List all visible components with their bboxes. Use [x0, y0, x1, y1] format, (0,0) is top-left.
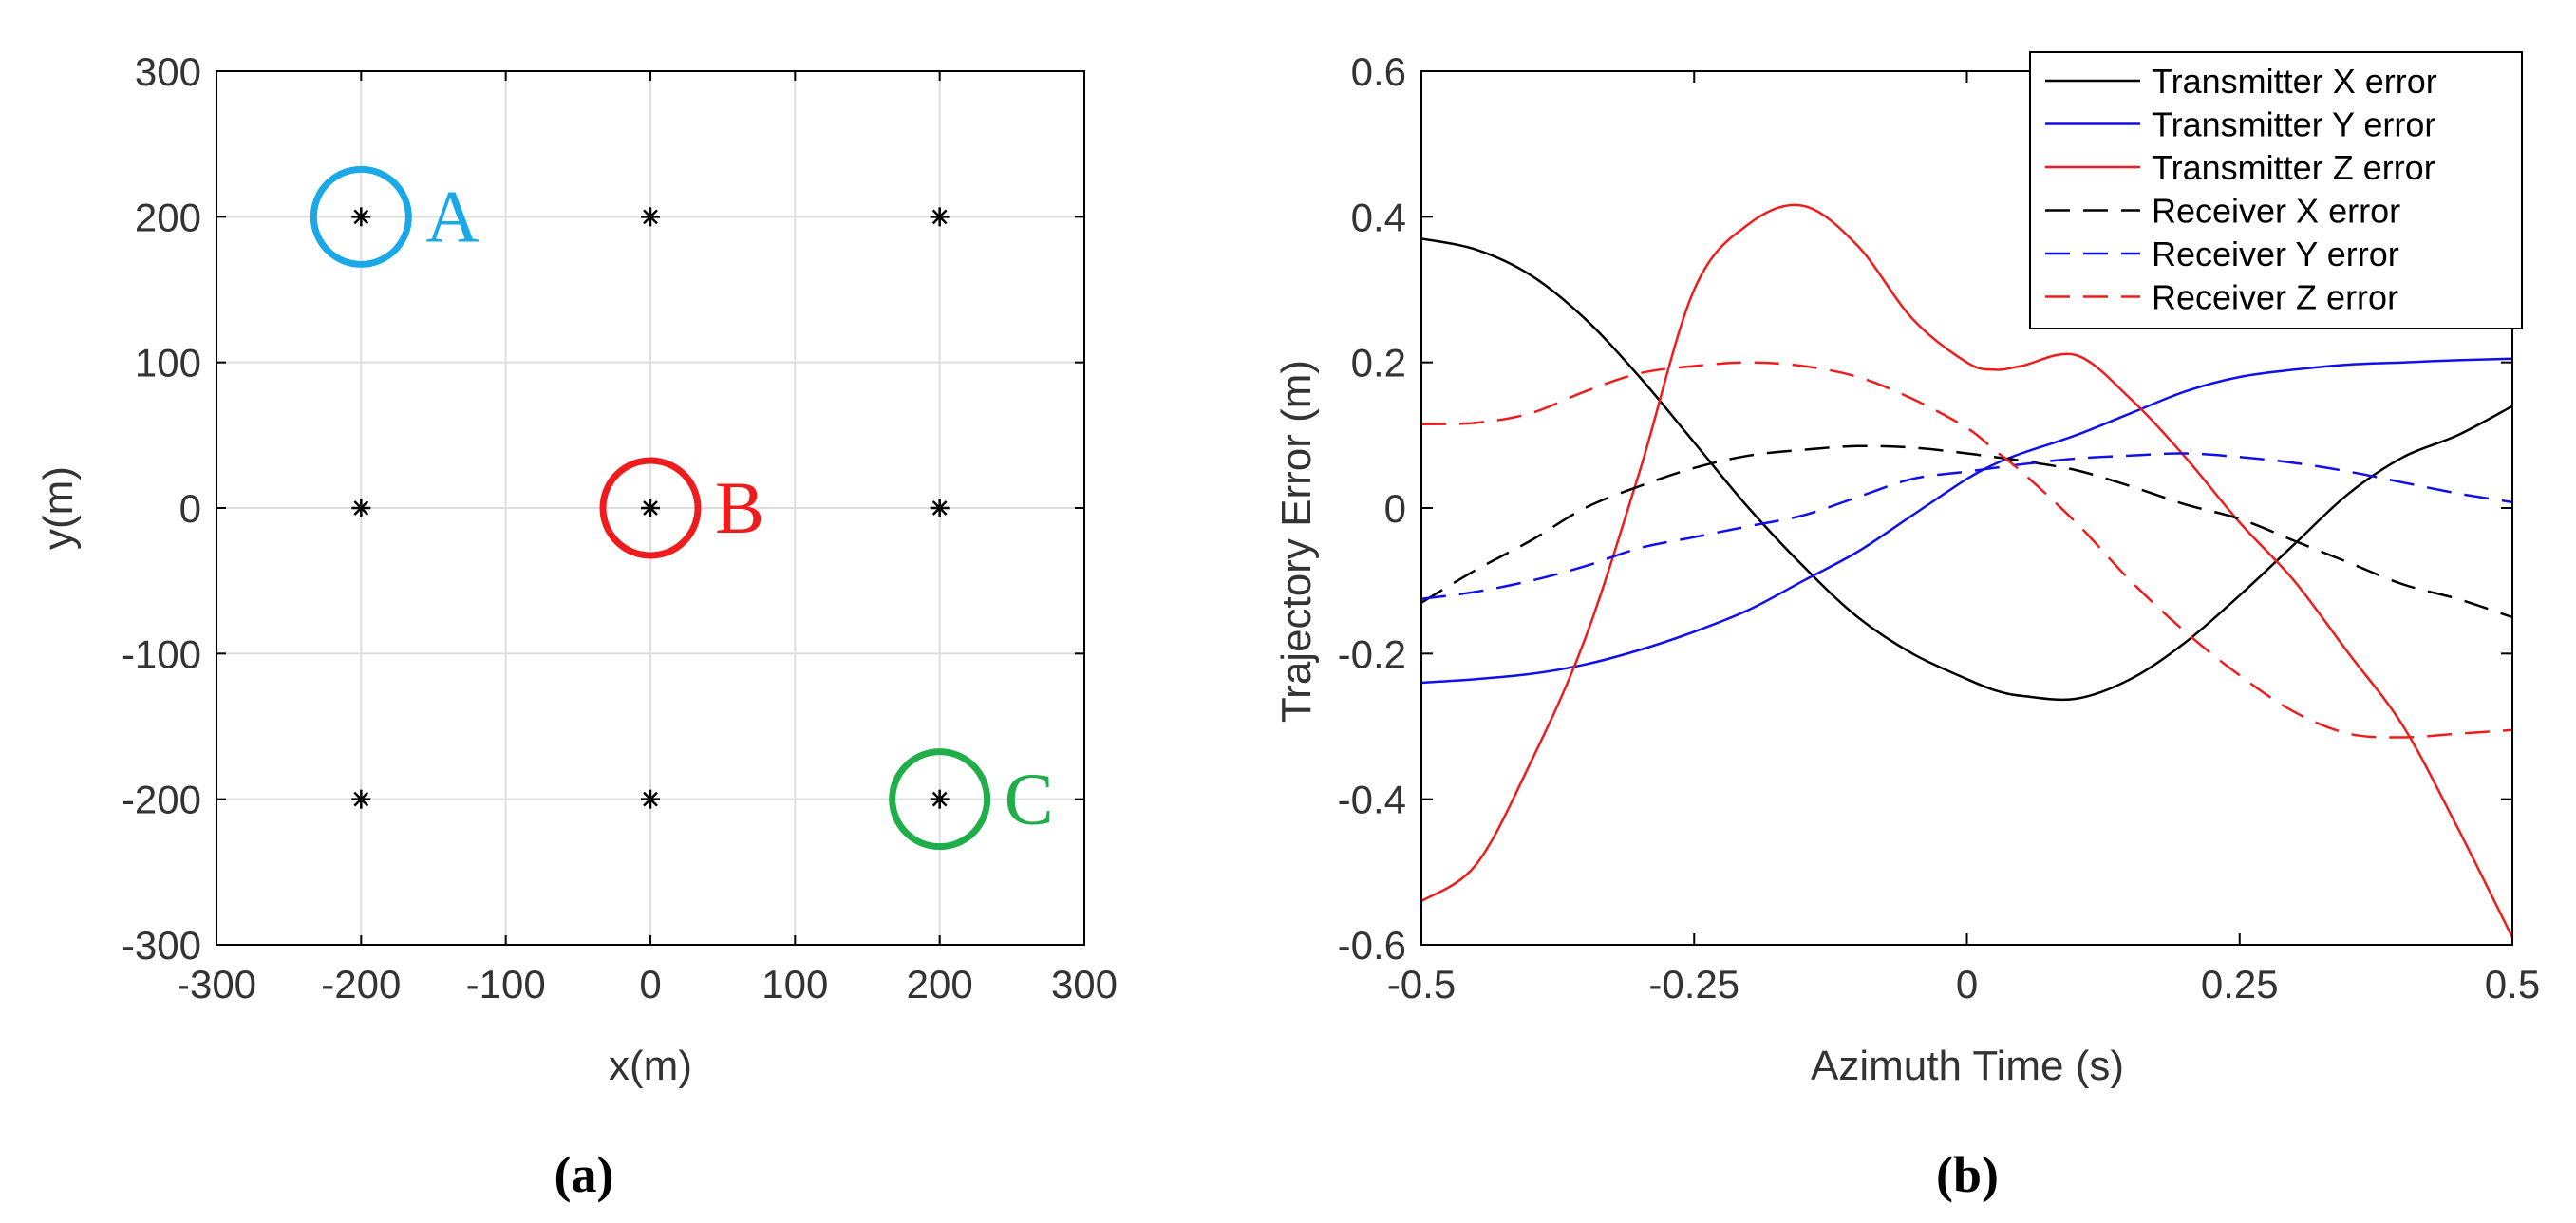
b-y-tick-label: 0.4	[1351, 195, 1406, 239]
b-series-lines	[1420, 203, 2514, 938]
a-x-tick-label: 200	[907, 962, 973, 1007]
b-legend-entry: Transmitter Y error	[2152, 105, 2435, 144]
b-series-line-receiver-x-error	[1420, 444, 2513, 619]
b-x-tick-label: 0.5	[2485, 962, 2540, 1007]
b-y-tick-label: -0.4	[1338, 778, 1406, 822]
b-y-tick-label: 0	[1384, 486, 1406, 531]
b-legend: Transmitter X error Transmitter Y error Tr…	[2029, 51, 2523, 329]
a-marker-stroke	[931, 791, 948, 807]
a-marker-stroke	[931, 209, 948, 225]
a-markers	[351, 207, 950, 809]
a-point-marker	[930, 207, 950, 227]
a-x-tick-label: -200	[321, 962, 401, 1007]
b-legend-entry: Receiver Y error	[2152, 235, 2399, 273]
a-marker-stroke	[643, 791, 658, 807]
a-highlight-circle-b	[599, 457, 702, 559]
a-marker-stroke	[353, 209, 369, 225]
a-y-tick-label: 200	[135, 195, 201, 239]
a-point-marker	[351, 499, 371, 517]
a-point-marker	[930, 499, 950, 517]
a-marker-stroke	[931, 500, 948, 516]
b-x-axis-label: Azimuth Time (s)	[1811, 1043, 2124, 1089]
b-series-line-transmitter-z-error	[1420, 203, 2514, 938]
a-x-tick-label: -100	[466, 962, 546, 1007]
b-legend-box	[2029, 51, 2523, 329]
b-series-line-transmitter-y-error	[1420, 357, 2513, 685]
a-y-tick-label: -200	[122, 778, 201, 822]
b-legend-entry: Receiver X error	[2152, 192, 2400, 231]
b-y-tick-label: -0.2	[1338, 631, 1406, 676]
b-legend-entry: Transmitter Z error	[2152, 148, 2435, 187]
a-y-axis-label: y(m)	[35, 466, 82, 550]
a-panel-label: (a)	[555, 1146, 614, 1203]
a-highlight-circle-a	[310, 165, 412, 268]
b-legend-entry: Receiver Z error	[2152, 278, 2398, 317]
a-marker-stroke	[643, 209, 658, 225]
b-tick-labels: -0.5 -0.25 0 0.25 0.5 -0.6 -0.4 -0.2 0 0.2 0.4 0.6	[1338, 49, 2541, 1007]
a-point-marker	[641, 499, 660, 517]
a-point-marker	[351, 207, 371, 227]
a-marker-stroke	[643, 500, 658, 516]
a-x-tick-label: 0	[639, 962, 661, 1007]
a-y-tick-label: 300	[135, 49, 201, 94]
b-y-tick-label: 0.2	[1351, 341, 1406, 386]
b-series-line-transmitter-x-error	[1420, 237, 2513, 702]
a-highlight-label-a: A	[425, 175, 479, 257]
a-y-tick-label: -300	[122, 923, 201, 968]
a-point-marker	[351, 789, 371, 809]
a-highlight-circle-c	[889, 748, 991, 851]
a-x-tick-label: 100	[762, 962, 828, 1007]
a-marker-stroke	[353, 791, 369, 807]
a-tick-labels: -300 -200 -100 0 100 200 300 -300 -200 -100 0 100 20…	[122, 49, 1118, 1007]
b-panel-label: (b)	[1936, 1146, 1999, 1203]
b-series-line-receiver-y-error	[1420, 452, 2513, 601]
a-highlights: A B C	[310, 165, 1054, 851]
a-x-tick-label: -300	[177, 962, 256, 1007]
b-x-tick-label: -0.25	[1648, 962, 1739, 1007]
b-x-tick-label: -0.5	[1387, 962, 1456, 1007]
a-highlight-label-b: B	[715, 466, 764, 549]
a-point-marker	[641, 207, 660, 227]
a-y-tick-label: -100	[122, 631, 201, 676]
b-y-axis-label: Trajectory Error (m)	[1273, 360, 1320, 723]
panel-a-scatter: -300 -200 -100 0 100 200 300 -300 -200 -100 0 100 20…	[35, 49, 1118, 1203]
b-y-tick-label: 0.6	[1351, 49, 1406, 94]
a-x-axis-label: x(m)	[609, 1043, 692, 1089]
a-marker-stroke	[353, 500, 369, 516]
b-series-line-receiver-z-error	[1420, 361, 2513, 739]
b-legend-entry: Transmitter X error	[2152, 62, 2437, 101]
a-y-tick-label: 0	[179, 486, 201, 531]
panel-b-line: -0.5 -0.25 0 0.25 0.5-0.6-0.4-0.200.20.40.6 …	[1273, 49, 2540, 1203]
a-point-marker	[641, 789, 660, 809]
a-highlight-label-c: C	[1005, 758, 1054, 840]
a-x-tick-label: 300	[1051, 962, 1118, 1007]
a-point-marker	[930, 789, 950, 809]
b-y-tick-label: -0.6	[1338, 923, 1406, 968]
a-y-tick-label: 100	[135, 341, 201, 386]
b-x-tick-label: 0.25	[2201, 962, 2279, 1007]
b-x-tick-label: 0	[1956, 962, 1978, 1007]
